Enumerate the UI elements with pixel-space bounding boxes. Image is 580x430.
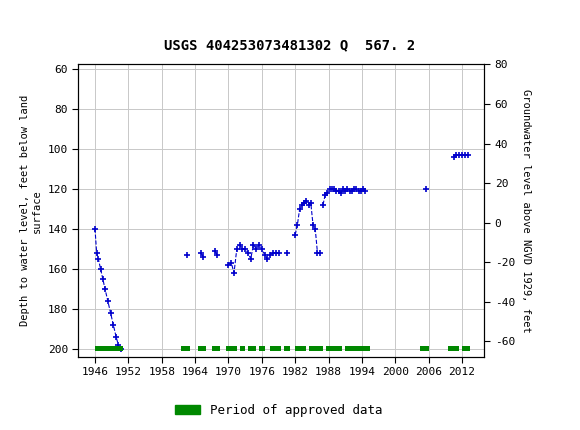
Bar — [420, 347, 429, 351]
Bar — [248, 347, 256, 351]
Y-axis label: Depth to water level, feet below land
surface: Depth to water level, feet below land su… — [20, 95, 42, 326]
Y-axis label: Groundwater level above NGVD 1929, feet: Groundwater level above NGVD 1929, feet — [520, 89, 531, 332]
Text: USGS 404253073481302 Q  567. 2: USGS 404253073481302 Q 567. 2 — [164, 38, 416, 52]
Bar — [295, 347, 306, 351]
Bar — [259, 347, 264, 351]
Bar — [309, 347, 323, 351]
Bar — [326, 347, 342, 351]
Bar — [270, 347, 281, 351]
Text: █USGS: █USGS — [3, 10, 67, 28]
Bar — [284, 347, 289, 351]
Legend: Period of approved data: Period of approved data — [169, 399, 387, 421]
Bar — [198, 347, 206, 351]
Bar — [345, 347, 370, 351]
Bar — [226, 347, 237, 351]
Bar — [448, 347, 459, 351]
Bar — [95, 347, 123, 351]
Bar — [181, 347, 190, 351]
Bar — [462, 347, 470, 351]
Bar — [212, 347, 220, 351]
Bar — [240, 347, 245, 351]
